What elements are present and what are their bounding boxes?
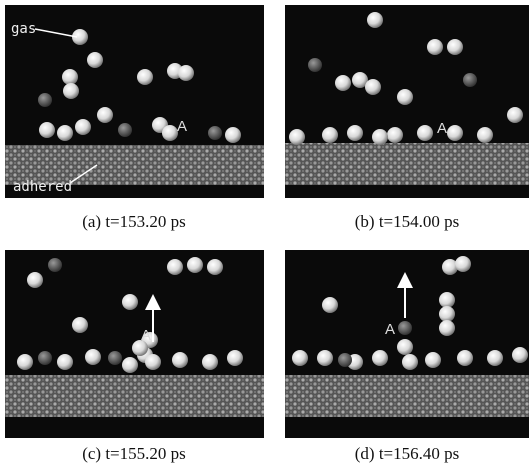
particle — [137, 69, 153, 85]
particle — [289, 129, 305, 145]
particle — [367, 12, 383, 28]
particle — [439, 320, 455, 336]
particle — [477, 127, 493, 143]
particle — [87, 52, 103, 68]
particle — [207, 259, 223, 275]
particle — [122, 357, 138, 373]
label-a: A — [141, 327, 151, 344]
particle — [417, 125, 433, 141]
caption: (d) t=156.40 ps — [355, 444, 460, 463]
caption: (b) t=154.00 ps — [355, 212, 460, 231]
panel-b: A — [285, 5, 529, 198]
particle — [372, 129, 388, 145]
particle — [308, 58, 322, 72]
particle — [439, 306, 455, 322]
label-gas: gas — [11, 21, 36, 37]
particle — [427, 39, 443, 55]
particle — [39, 122, 55, 138]
particle — [397, 89, 413, 105]
particle — [172, 352, 188, 368]
particle — [439, 292, 455, 308]
particle — [85, 349, 101, 365]
particle — [292, 350, 308, 366]
particle — [387, 127, 403, 143]
particle — [118, 123, 132, 137]
particle — [178, 65, 194, 81]
panel-d: A — [285, 250, 529, 438]
panel-a: gas adhered A — [5, 5, 264, 198]
particle — [457, 350, 473, 366]
particle — [463, 73, 477, 87]
particle — [347, 125, 363, 141]
label-a: A — [437, 120, 447, 137]
particle — [108, 351, 122, 365]
particle — [507, 107, 523, 123]
particle — [425, 352, 441, 368]
caption: (a) t=153.20 ps — [82, 212, 186, 231]
figure: gas adhered A (a) t=153.20 ps A (b) t=15… — [0, 0, 529, 467]
particle — [372, 350, 388, 366]
particle — [487, 350, 503, 366]
particle — [447, 39, 463, 55]
particle — [455, 256, 471, 272]
particle — [63, 83, 79, 99]
particle — [38, 93, 52, 107]
particle — [72, 317, 88, 333]
particle — [447, 125, 463, 141]
particle — [202, 354, 218, 370]
particle — [97, 107, 113, 123]
particle — [335, 75, 351, 91]
particle — [322, 297, 338, 313]
particle — [48, 258, 62, 272]
label-a: A — [385, 321, 395, 338]
particle — [57, 354, 73, 370]
particle — [145, 354, 161, 370]
particle — [322, 127, 338, 143]
particle — [397, 339, 413, 355]
particle — [227, 350, 243, 366]
particle — [27, 272, 43, 288]
particle — [38, 351, 52, 365]
label-a: A — [177, 118, 187, 135]
particle — [398, 321, 412, 335]
particle — [225, 127, 241, 143]
particle — [122, 294, 138, 310]
panel-c: A — [5, 250, 264, 438]
particle — [17, 354, 33, 370]
particle — [208, 126, 222, 140]
particle — [187, 257, 203, 273]
particle — [62, 69, 78, 85]
caption: (c) t=155.20 ps — [82, 444, 186, 463]
particle — [338, 353, 352, 367]
particle — [57, 125, 73, 141]
particle — [365, 79, 381, 95]
label-adhered: adhered — [13, 179, 72, 195]
particle — [512, 347, 528, 363]
particle — [317, 350, 333, 366]
particle — [167, 259, 183, 275]
particle — [402, 354, 418, 370]
particle — [75, 119, 91, 135]
particle — [162, 125, 178, 141]
